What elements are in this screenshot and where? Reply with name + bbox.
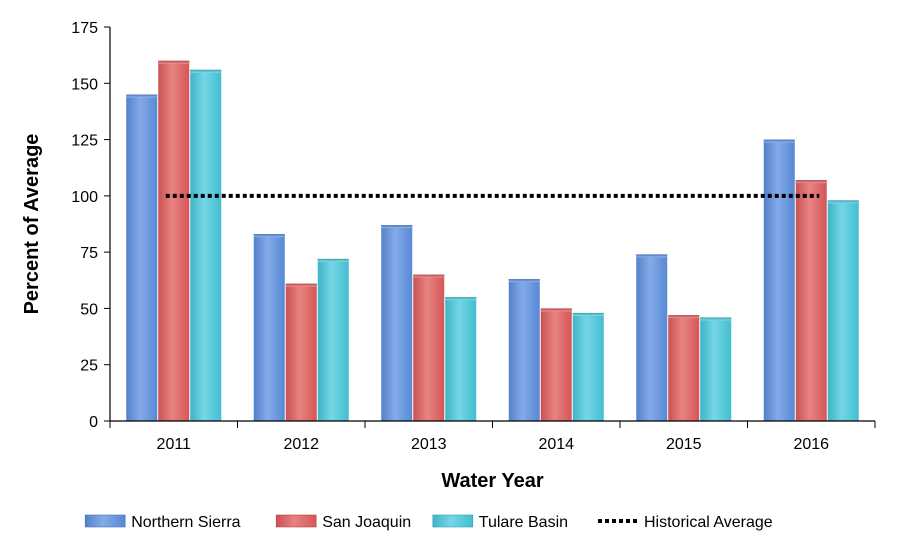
y-tick-label: 175 — [71, 20, 98, 37]
x-tick-label: 2011 — [157, 436, 192, 453]
y-tick-label: 50 — [80, 301, 98, 318]
bar — [413, 274, 445, 421]
bar — [827, 200, 859, 421]
bars-layer — [126, 60, 859, 422]
y-axis-title: Percent of Average — [21, 134, 43, 315]
legend-item: Historical Average — [598, 514, 773, 531]
bar — [540, 308, 572, 421]
bar — [508, 279, 540, 421]
x-tick-label: 2013 — [411, 436, 447, 453]
bar — [126, 94, 158, 422]
y-tick-label: 125 — [71, 133, 98, 150]
bar — [668, 315, 700, 421]
y-tick-label: 75 — [80, 245, 98, 262]
x-tick-label: 2012 — [283, 436, 319, 453]
bar — [636, 254, 668, 421]
bar — [795, 180, 827, 421]
bar — [190, 69, 222, 421]
bar — [763, 139, 795, 422]
legend: Northern Sierra San Joaquin Tulare Basin Hi… — [84, 514, 773, 531]
legend-label: Historical Average — [644, 514, 773, 531]
legend-label: Tulare Basin — [479, 514, 568, 531]
x-tick-label: 2014 — [538, 436, 574, 453]
y-axis-ticks: 0 25 50 75 100 125 150 175 — [71, 20, 110, 431]
legend-swatch — [432, 514, 474, 528]
bar — [381, 225, 413, 421]
legend-label: San Joaquin — [322, 514, 411, 531]
x-axis-title: Water Year — [441, 470, 544, 492]
x-tick-label: 2015 — [666, 436, 702, 453]
x-tick-label: 2016 — [793, 436, 829, 453]
legend-item: San Joaquin — [275, 514, 411, 531]
bar — [253, 234, 285, 421]
bar — [317, 258, 349, 421]
legend-item: Northern Sierra — [84, 514, 241, 531]
bar — [572, 312, 604, 421]
legend-item: Tulare Basin — [432, 514, 568, 531]
bar — [158, 60, 190, 422]
legend-label: Northern Sierra — [131, 514, 240, 531]
bar — [445, 297, 477, 421]
y-tick-label: 0 — [89, 414, 98, 431]
y-tick-label: 25 — [80, 358, 98, 375]
legend-swatch — [275, 514, 317, 528]
y-tick-label: 150 — [71, 76, 98, 93]
x-axis-ticks: 2011 2012 2013 2014 2015 2016 — [109, 421, 876, 453]
bar — [700, 317, 732, 421]
y-tick-label: 100 — [71, 189, 98, 206]
bar — [285, 283, 317, 421]
legend-swatch — [84, 514, 126, 528]
